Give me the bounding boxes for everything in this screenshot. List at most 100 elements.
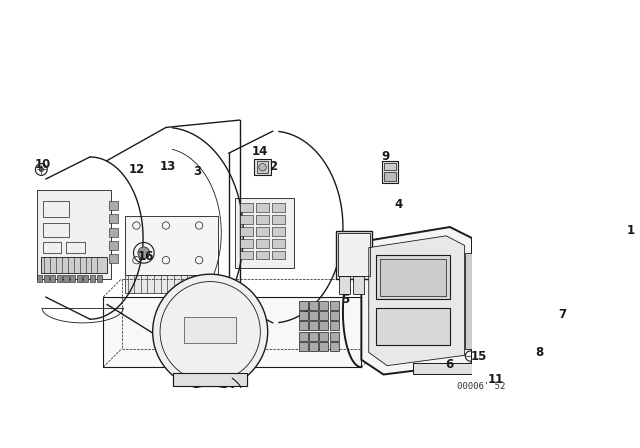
Bar [380,258,446,296]
Bar [309,321,318,330]
Bar [256,203,269,212]
Bar [319,301,328,310]
Bar [109,215,118,223]
Text: 14: 14 [252,145,268,158]
Bar [309,301,318,310]
Bar [256,250,269,259]
Bar [44,275,49,282]
Bar [125,216,218,275]
Text: 00006' 52: 00006' 52 [457,382,506,391]
Bar [256,239,269,248]
Polygon shape [369,236,465,366]
Text: 6: 6 [445,358,454,370]
Bar [184,317,236,343]
Text: 10: 10 [35,158,51,171]
Bar [240,227,253,236]
Bar [67,242,85,253]
Bar [97,275,102,282]
Bar [465,253,472,349]
Bar [90,275,95,282]
Bar [109,228,118,237]
Bar [353,276,364,294]
Bar [538,314,594,324]
Circle shape [138,247,150,258]
Bar [330,301,339,310]
Bar [77,275,82,282]
Bar [319,321,328,330]
Bar [319,311,328,320]
Bar [384,163,396,170]
Text: 9: 9 [381,150,390,163]
Bar [330,332,339,340]
Bar [376,255,450,299]
Text: 8: 8 [536,346,544,359]
Text: 3: 3 [193,165,202,178]
Polygon shape [362,227,472,375]
Circle shape [259,164,266,171]
Bar [37,190,111,279]
Bar [382,161,398,183]
Bar [109,241,118,250]
Bar [37,275,42,282]
Bar [57,275,62,282]
Bar [299,332,308,340]
Bar [319,342,328,351]
Bar [338,233,370,276]
Text: 1: 1 [627,224,635,237]
Bar [173,373,247,386]
Text: 5: 5 [341,293,349,306]
Bar [299,301,308,310]
Text: 13: 13 [160,160,176,173]
Text: 16: 16 [138,250,154,263]
Bar [272,250,285,259]
Circle shape [575,164,627,216]
Bar [240,250,253,259]
Bar [330,311,339,320]
Bar [339,276,350,294]
Bar [257,161,268,173]
Text: 4: 4 [394,198,403,211]
Bar [70,275,76,282]
Bar [330,321,339,330]
Bar [299,311,308,320]
Bar [240,215,253,224]
Text: 15: 15 [471,349,488,362]
Bar [487,353,557,363]
Bar [43,242,61,253]
Bar [335,231,372,279]
Bar [572,249,630,260]
Bar [256,215,269,224]
Bar [590,279,616,293]
Bar [109,254,118,263]
Bar [40,257,107,273]
Bar [572,249,630,279]
Bar [50,275,55,282]
Bar [272,239,285,248]
Bar [272,215,285,224]
Bar [83,275,88,282]
Bar [376,308,450,345]
Text: 2: 2 [269,160,277,173]
Bar [319,332,328,340]
Bar [109,201,118,210]
Bar [255,159,271,175]
Bar [299,342,308,351]
Bar [272,203,285,212]
Circle shape [39,167,44,172]
Bar [125,275,214,293]
Bar [240,239,253,248]
Bar [413,363,472,374]
Bar [384,172,396,181]
Bar [63,275,68,282]
Bar [256,227,269,236]
Bar [299,321,308,330]
Bar [330,342,339,351]
Bar [240,203,253,212]
Text: 12: 12 [128,163,145,176]
Text: 11: 11 [488,373,504,386]
Bar [43,201,68,217]
Bar [43,223,68,237]
Polygon shape [103,297,362,367]
Bar [234,198,294,267]
Circle shape [153,274,268,389]
